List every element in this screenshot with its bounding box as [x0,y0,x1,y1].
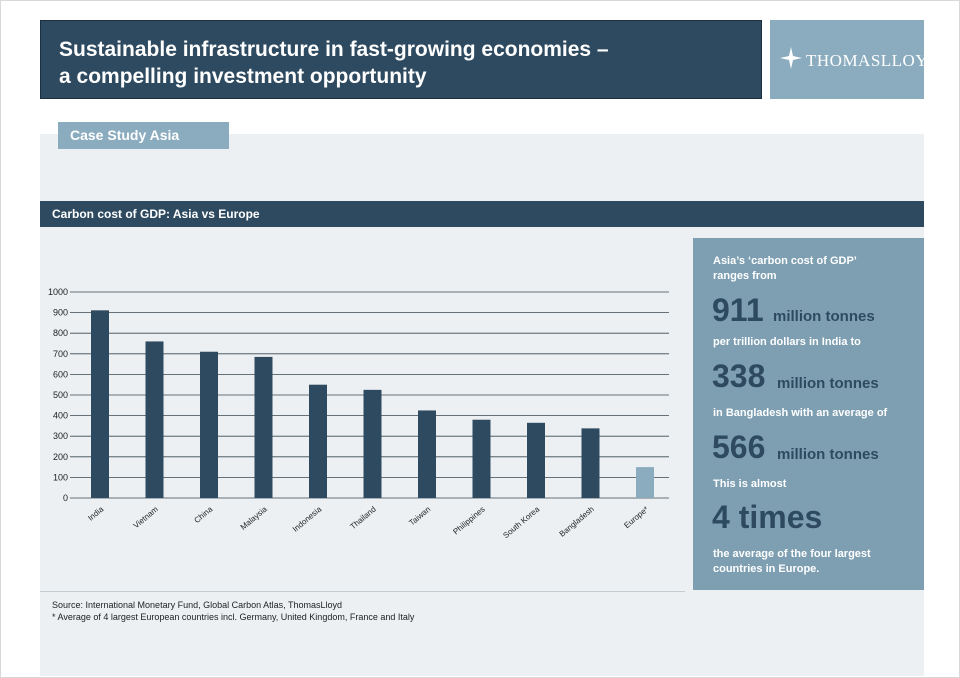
page-title: Sustainable infrastructure in fast-growi… [59,36,609,90]
x-tick-label: Europe* [622,505,650,530]
info-line2: ranges from [713,270,777,282]
chart-bars [91,310,654,498]
case-study-tab-label: Case Study Asia [70,127,180,143]
x-tick-label: Vietnam [132,504,160,530]
info-number-338: 338 [712,358,766,394]
company-logo: THOMASLLOYD [770,20,940,99]
chart-title: Carbon cost of GDP: Asia vs Europe [52,207,260,221]
y-tick-label: 200 [53,452,68,462]
chart-grid [70,291,669,499]
y-tick-label: 0 [63,493,68,503]
bar-europe [636,467,654,498]
x-tick-label: South Korea [501,504,541,540]
source-note: Source: International Monetary Fund, Glo… [52,599,414,623]
case-study-tab: Case Study Asia [58,122,229,149]
title-banner: Sustainable infrastructure in fast-growi… [40,20,762,99]
bar-thailand [363,389,382,498]
chart-header: Carbon cost of GDP: Asia vs Europe [40,201,924,227]
y-tick-label: 900 [53,308,68,318]
y-tick-label: 300 [53,431,68,441]
source-line2: * Average of 4 largest European countrie… [52,612,415,622]
x-tick-label: India [86,504,105,522]
x-axis-labels: India Vietnam China Malaysia Indonesia Thaila… [86,504,650,540]
x-tick-label: China [192,504,214,525]
y-tick-label: 700 [53,349,68,359]
page-title-line1: Sustainable infrastructure in fast-growi… [59,38,609,61]
x-tick-label: Thailand [348,505,377,532]
info-number-566: 566 [712,429,766,465]
y-tick-label: 500 [53,390,68,400]
info-line3: per trillion dollars in India to [713,336,861,348]
y-tick-label: 400 [53,411,68,421]
bar-india [91,310,109,498]
y-tick-label: 600 [53,369,68,379]
logo-text: THOMASLLOYD [806,51,941,70]
bar-south-korea [527,422,545,498]
x-tick-label: Bangladesh [558,505,596,539]
bar-chart: 0 100 200 300 400 500 600 700 800 900 1000 India Vi… [48,287,669,540]
info-line4: in Bangladesh with an average of [713,407,888,419]
bar-china [200,351,218,498]
info-number-911: 911 [712,292,764,328]
bar-indonesia [309,384,327,498]
info-unit3: million tonnes [777,446,879,463]
source-divider [40,591,685,592]
y-tick-label: 1000 [48,287,68,297]
y-tick-label: 100 [53,472,68,482]
x-tick-label: Indonesia [291,504,324,534]
star-logo-icon [780,47,802,69]
page-title-line2: a compelling investment opportunity [59,65,427,88]
y-axis-labels: 0 100 200 300 400 500 600 700 800 900 1000 [48,287,68,503]
info-number-4-times: 4 times [712,499,823,535]
info-panel: Asia’s ‘carbon cost of GDP’ ranges from … [693,238,924,590]
x-tick-label: Philippines [451,505,486,537]
bar-bangladesh [581,428,600,498]
source-line1: Source: International Monetary Fund, Glo… [52,600,342,610]
info-line1: Asia’s ‘carbon cost of GDP’ [713,255,857,267]
bar-malaysia [254,356,273,498]
x-tick-label: Malaysia [239,504,269,532]
bar-philippines [472,419,491,498]
info-line6: the average of the four largest [713,548,871,560]
info-unit2: million tonnes [777,375,879,392]
info-line5: This is almost [713,478,787,490]
bar-vietnam [145,341,164,498]
bar-taiwan [418,410,436,498]
info-unit1: million tonnes [773,308,875,325]
y-tick-label: 800 [53,328,68,338]
x-tick-label: Taiwan [407,505,432,528]
info-line7: countries in Europe. [713,563,820,575]
